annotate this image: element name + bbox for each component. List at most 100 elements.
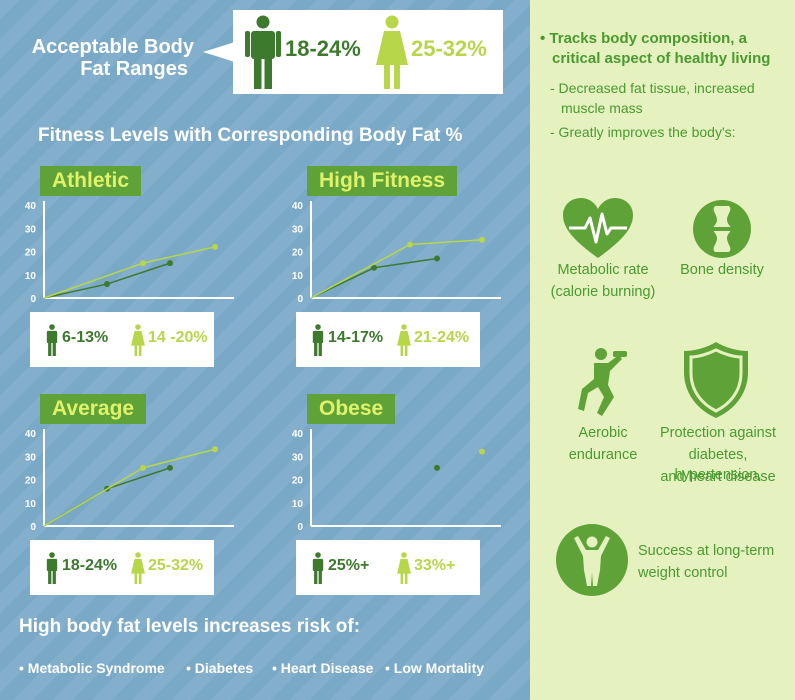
female-series-line xyxy=(43,246,216,299)
tracks-bullet-line2: critical aspect of healthy living xyxy=(552,50,771,67)
obese-male-range: 25%+ xyxy=(328,557,370,574)
sub-point-1-line2: muscle mass xyxy=(561,100,643,116)
y-tick-label: 20 xyxy=(25,248,37,259)
y-tick-label: 40 xyxy=(292,429,304,440)
male-icon xyxy=(245,15,281,89)
benefit-success-line1: Success at long-term xyxy=(638,543,775,559)
high-fitness-male-range: 14-17% xyxy=(328,329,384,346)
y-tick-label: 10 xyxy=(25,499,37,510)
runner-icon xyxy=(578,348,627,416)
average-female-range: 25-32% xyxy=(148,557,204,574)
risk-item-label: Metabolic Syndrome xyxy=(27,660,165,676)
y-tick-label: 10 xyxy=(25,271,37,282)
risk-item-4: • Low Mortality xyxy=(385,660,485,676)
risk-item-label: Heart Disease xyxy=(280,660,374,676)
acceptable-callout: 18-24% 25-32% xyxy=(233,10,503,94)
female-data-point xyxy=(212,446,218,453)
y-tick-label: 40 xyxy=(292,201,304,212)
male-series-line xyxy=(43,262,171,299)
average-chart: 0 10 20 30 40 xyxy=(25,429,234,533)
level-tag-obese: Obese xyxy=(307,394,396,424)
benefit-protection-line2: diabetes, hypertension, xyxy=(674,447,762,483)
y-tick-label: 0 xyxy=(30,522,36,533)
bone-icon xyxy=(693,200,751,258)
female-icon xyxy=(397,552,411,584)
female-icon xyxy=(376,15,408,89)
male-data-point xyxy=(371,264,377,271)
average-male-range: 18-24% xyxy=(62,557,118,574)
female-data-point xyxy=(212,243,218,250)
risk-item-2: • Diabetes xyxy=(186,660,254,676)
y-tick-label: 0 xyxy=(297,522,303,533)
sub-point-2: - Greatly improves the body's: xyxy=(550,124,736,140)
female-data-point xyxy=(140,260,146,267)
level-tag-high-fitness: High Fitness xyxy=(307,166,458,196)
sub-point-1-line1: - Decreased fat tissue, increased xyxy=(550,80,755,96)
heart-rate-icon xyxy=(563,198,633,258)
benefit-success-line2: weight control xyxy=(638,565,728,581)
risk-title: High body fat levels increases risk of: xyxy=(19,616,361,637)
female-data-point xyxy=(407,241,413,248)
y-tick-label: 20 xyxy=(25,476,37,487)
y-tick-label: 0 xyxy=(297,294,303,305)
shield-icon xyxy=(684,342,748,418)
female-icon xyxy=(131,552,145,584)
athletic-chart: 0 10 20 30 40 xyxy=(25,201,234,305)
left-panel: Acceptable Body Fat Ranges 18-24% 25-32%… xyxy=(0,0,530,700)
obese-female-range: 33%+ xyxy=(414,557,456,574)
high-fitness-legend: 14-17% 21-24% xyxy=(296,312,480,367)
male-icon xyxy=(312,324,324,356)
male-icon xyxy=(46,552,58,584)
y-tick-label: 30 xyxy=(292,224,304,235)
female-data-point xyxy=(479,236,485,243)
female-data-point xyxy=(140,464,146,471)
benefit-aerobic-line2: endurance xyxy=(568,447,638,463)
risk-item-label: Diabetes xyxy=(194,660,254,676)
tracks-bullet-line1: • Tracks body composition, a xyxy=(540,30,747,47)
y-tick-label: 30 xyxy=(25,452,37,463)
y-tick-label: 0 xyxy=(30,294,36,305)
y-tick-label: 20 xyxy=(292,248,304,259)
male-data-point xyxy=(104,281,110,288)
female-series-line xyxy=(43,448,216,527)
y-tick-label: 40 xyxy=(25,429,37,440)
fitness-title: Fitness Levels with Corresponding Body F… xyxy=(38,125,463,146)
risk-item-1: • Metabolic Syndrome xyxy=(19,660,165,676)
level-tag-average: Average xyxy=(40,394,147,424)
female-icon xyxy=(131,324,145,356)
y-tick-label: 30 xyxy=(292,452,304,463)
obese-chart: 0 10 20 30 40 xyxy=(292,429,501,533)
success-person-glyph xyxy=(574,536,610,586)
male-range: 18-24% xyxy=(285,36,361,61)
high-fitness-chart: 0 10 20 30 40 xyxy=(292,201,501,305)
male-data-point xyxy=(434,464,440,471)
female-range: 25-32% xyxy=(411,36,487,61)
y-tick-label: 10 xyxy=(292,499,304,510)
male-data-point xyxy=(167,464,173,471)
benefit-aerobic-line1: Aerobic xyxy=(578,425,628,441)
y-tick-label: 10 xyxy=(292,271,304,282)
y-tick-label: 30 xyxy=(25,224,37,235)
success-person-icon xyxy=(556,524,628,596)
athletic-male-range: 6-13% xyxy=(62,329,109,346)
female-icon xyxy=(397,324,411,356)
male-data-point xyxy=(434,255,440,262)
male-icon xyxy=(312,552,324,584)
risk-item-3: • Heart Disease xyxy=(272,660,374,676)
average-legend: 18-24% 25-32% xyxy=(30,540,214,595)
athletic-legend: 6-13% 14 -20% xyxy=(30,312,214,367)
y-tick-label: 40 xyxy=(25,201,37,212)
female-data-point xyxy=(479,448,485,455)
callout-tail xyxy=(203,42,235,62)
high-fitness-female-range: 21-24% xyxy=(414,329,470,346)
benefit-protection-line3: and heart disease xyxy=(660,469,776,485)
male-series-line xyxy=(43,467,171,527)
benefit-metabolic-line1: Metabolic rate xyxy=(557,262,649,278)
male-data-point xyxy=(167,260,173,267)
acceptable-title-line2: Fat Ranges xyxy=(80,58,188,80)
female-series-line xyxy=(310,239,483,299)
risk-item-label: Low Mortality xyxy=(393,660,485,676)
acceptable-title-line1: Acceptable Body xyxy=(31,36,194,58)
athletic-female-range: 14 -20% xyxy=(148,329,208,346)
